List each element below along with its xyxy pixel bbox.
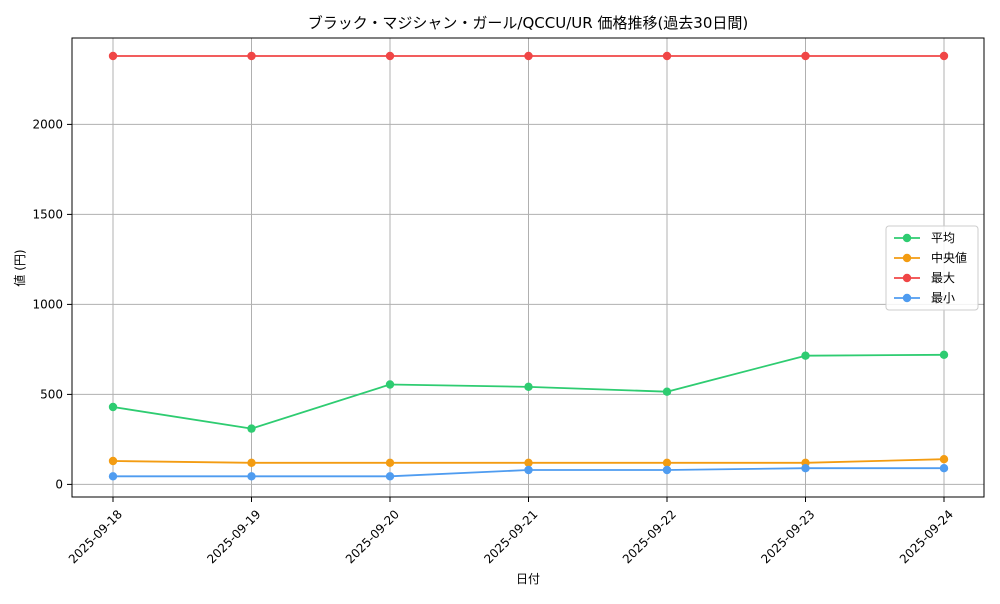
data-point: [801, 464, 810, 473]
data-point: [662, 51, 672, 61]
x-tick-label: 2025-09-24: [897, 507, 956, 566]
data-point: [247, 458, 256, 467]
legend-box: [885, 225, 979, 311]
data-point: [939, 350, 949, 359]
series-0: [108, 350, 949, 433]
x-axis-label: 日付: [516, 572, 540, 586]
data-point: [385, 458, 395, 467]
x-tick-label: 2025-09-20: [343, 507, 402, 566]
y-axis-label: 値 (円): [12, 249, 27, 286]
data-point: [662, 458, 672, 467]
y-tick-label: 500: [40, 387, 63, 401]
data-point: [247, 51, 256, 61]
data-point: [662, 387, 672, 396]
data-point: [662, 465, 672, 475]
data-point: [801, 51, 810, 61]
y-tick-label: 1500: [32, 207, 63, 221]
data-point: [939, 51, 949, 61]
x-tick-label: 2025-09-21: [481, 507, 540, 566]
chart-title: ブラック・マジシャン・ガール/QCCU/UR 価格推移(過去30日間): [308, 14, 749, 32]
legend-label: 最大: [931, 271, 955, 285]
data-point: [524, 458, 533, 467]
series-2: [108, 51, 949, 61]
data-point: [385, 51, 395, 61]
data-point: [108, 402, 118, 412]
series-3: [108, 464, 949, 481]
data-point: [385, 472, 395, 481]
data-point: [385, 380, 395, 389]
data-point: [939, 455, 949, 464]
x-tick-label: 2025-09-23: [758, 507, 817, 566]
data-point: [247, 472, 256, 481]
y-tick-label: 0: [55, 477, 63, 491]
x-tick-label: 2025-09-19: [204, 507, 263, 566]
grid-layer: [72, 38, 984, 497]
data-point: [524, 51, 533, 61]
legend-label: 平均: [931, 231, 955, 245]
y-tick-label: 1000: [32, 297, 63, 311]
legend-swatch-marker: [902, 293, 912, 303]
x-tick-label: 2025-09-18: [66, 507, 125, 566]
legend-swatch-marker: [902, 233, 912, 243]
data-point: [108, 456, 118, 466]
series-1: [108, 455, 949, 467]
x-tick-label: 2025-09-22: [620, 507, 679, 566]
data-point: [108, 472, 118, 481]
data-point: [939, 464, 949, 473]
data-point: [247, 424, 256, 433]
legend-label: 中央値: [931, 250, 967, 265]
legend-swatch-marker: [902, 273, 912, 283]
tick-layer: 2025-09-18 2025-09-19 2025-09-20 2025-09-21…: [32, 117, 956, 566]
data-point: [801, 351, 810, 360]
data-point: [524, 382, 533, 392]
data-point: [108, 51, 118, 61]
series-layer: [108, 51, 949, 481]
legend-label: 最小: [931, 291, 955, 305]
data-point: [524, 465, 533, 475]
legend-swatch-marker: [902, 253, 912, 263]
y-tick-label: 2000: [32, 117, 63, 131]
